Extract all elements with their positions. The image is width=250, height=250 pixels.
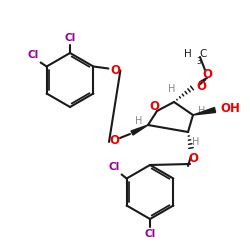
Text: O: O (202, 68, 212, 80)
Polygon shape (193, 108, 216, 115)
Text: C: C (199, 49, 206, 59)
Text: O: O (196, 80, 206, 92)
Text: O: O (109, 134, 119, 146)
Text: O: O (110, 64, 120, 77)
Text: 3: 3 (196, 57, 201, 66)
Text: Cl: Cl (27, 50, 38, 60)
Text: O: O (149, 100, 159, 114)
Text: H: H (134, 116, 142, 126)
Text: Cl: Cl (144, 229, 156, 239)
Text: Cl: Cl (108, 162, 120, 172)
Text: H: H (192, 137, 200, 147)
Text: H: H (198, 106, 205, 116)
Text: OH: OH (220, 102, 240, 116)
Text: H: H (168, 84, 176, 94)
Polygon shape (131, 125, 148, 135)
Text: O: O (188, 152, 198, 165)
Text: H: H (184, 49, 192, 59)
Text: Cl: Cl (64, 33, 76, 43)
